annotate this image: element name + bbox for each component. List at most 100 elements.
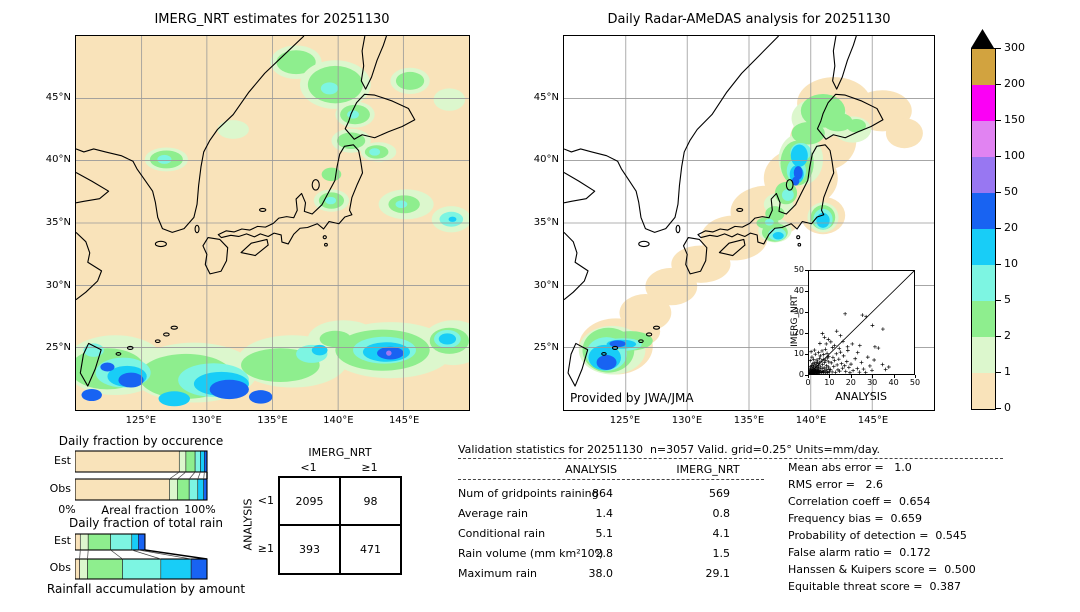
colorbar-tick-label: 300 xyxy=(1004,41,1025,54)
colorbar-tick xyxy=(996,371,1001,373)
scatter-x-tick-label: 0 xyxy=(805,378,811,387)
lon-tick-label: 125°E xyxy=(125,415,157,426)
colorbar-tick xyxy=(996,227,1001,229)
imerg-precip-blobs xyxy=(76,45,469,407)
contingency-row-label-0: <1 xyxy=(257,494,274,507)
scatter-x-tick xyxy=(808,375,809,378)
validation-analysis-value: 2.8 xyxy=(595,547,614,560)
colorbar-tick xyxy=(996,191,1001,193)
colorbar-tick-label: 10 xyxy=(1004,257,1018,270)
validation-row-label: Average rain xyxy=(458,507,528,520)
colorbar-segment xyxy=(972,157,995,193)
bar-connector xyxy=(87,549,89,560)
score-item: Probability of detection = 0.545 xyxy=(788,529,967,542)
coastline xyxy=(76,36,415,386)
bar-connector xyxy=(169,471,180,480)
validation-row: Num of gridpoints raining 864 569 xyxy=(458,487,758,507)
bar-connector xyxy=(197,471,201,480)
contingency-cell-01: 98 xyxy=(340,477,401,525)
bar-segment xyxy=(190,558,208,580)
validation-col-imerg: IMERG_NRT xyxy=(676,463,740,476)
lon-tick-label: 140°E xyxy=(795,415,827,426)
bar-connector xyxy=(188,471,196,480)
contingency-col-title: IMERG_NRT xyxy=(308,446,372,459)
colorbar-segment xyxy=(972,193,995,229)
validation-analysis-value: 38.0 xyxy=(588,567,614,580)
colorbar: 0 1 2 5 10 20 50 100 150 200 300 xyxy=(971,29,1071,421)
lon-tick-label: 135°E xyxy=(733,415,765,426)
score-item: RMS error = 2.6 xyxy=(788,478,883,491)
bar-segment xyxy=(122,558,162,580)
imerg-map-panel xyxy=(75,35,470,411)
lat-tick-label: 30°N xyxy=(45,279,71,291)
divider-line xyxy=(458,458,1003,459)
colorbar-bar xyxy=(971,48,996,410)
lat-tick-label: 25°N xyxy=(45,342,71,354)
score-list: Mean abs error = 1.0 RMS error = 2.6 Corre… xyxy=(788,461,1078,597)
validation-analysis-value: 864 xyxy=(592,487,613,500)
validation-row-label: Num of gridpoints raining xyxy=(458,487,599,500)
colorbar-tick xyxy=(996,83,1001,85)
bar-outline xyxy=(75,533,146,551)
bar-segment xyxy=(169,478,178,501)
radar-map-svg xyxy=(564,36,934,410)
validation-imerg-value: 1.5 xyxy=(712,547,731,560)
imerg-map-svg xyxy=(76,36,469,410)
validation-imerg-value: 29.1 xyxy=(705,567,731,580)
validation-imerg-value: 4.1 xyxy=(712,527,731,540)
bar-segment xyxy=(75,478,170,501)
colorbar-segment xyxy=(972,121,995,157)
lon-tick-label: 145°E xyxy=(388,415,420,426)
bar-segment xyxy=(75,450,180,473)
bar-connector xyxy=(110,549,123,560)
colorbar-segment xyxy=(972,337,995,373)
one-to-one-line xyxy=(809,271,914,374)
bar-segment xyxy=(188,478,199,501)
scatter-inset: 0 0 10 10 20 20 30 30 40 40 50 50 ANALYSIS IMERG_NR… xyxy=(770,262,935,407)
lon-tick-label: 125°E xyxy=(609,415,641,426)
bar-connector xyxy=(138,549,192,560)
lon-tick-label: 140°E xyxy=(323,415,354,426)
bar-segment xyxy=(110,533,133,551)
validation-title: Validation statistics for 20251130 n=305… xyxy=(458,443,881,456)
score-item: Hanssen & Kuipers score = 0.500 xyxy=(788,563,976,576)
colorbar-overflow-triangle xyxy=(971,29,994,48)
bar-outline xyxy=(75,478,208,501)
lon-tick-label: 130°E xyxy=(191,415,222,426)
colorbar-tick-label: 100 xyxy=(1004,149,1025,162)
right-map-title: Daily Radar-AMeDAS analysis for 20251130 xyxy=(607,12,891,27)
bar-segment xyxy=(131,533,139,551)
occurrence-row-label-obs: Obs xyxy=(49,482,71,495)
scatter-y-tick xyxy=(805,375,808,376)
left-map-title: IMERG_NRT estimates for 20251130 xyxy=(154,12,390,27)
score-item: Mean abs error = 1.0 xyxy=(788,461,912,474)
bar-connector xyxy=(144,549,208,560)
total-rain-caption: Rainfall accumulation by amount xyxy=(46,582,246,596)
contingency-table: 2095 98 393 471 xyxy=(278,476,402,575)
score-item: Frequency bias = 0.659 xyxy=(788,512,923,525)
occurrence-x-label: Areal fraction xyxy=(101,503,179,517)
lat-tick-label: 40°N xyxy=(533,154,559,166)
colorbar-tick-label: 200 xyxy=(1004,77,1025,90)
scatter-points xyxy=(809,311,891,374)
validation-imerg-value: 0.8 xyxy=(712,507,731,520)
total-rain-title: Daily fraction of total rain xyxy=(69,516,223,530)
validation-table: Num of gridpoints raining 864 569 Average r… xyxy=(458,487,758,587)
scatter-xlabel: ANALYSIS xyxy=(835,390,887,403)
colorbar-tick xyxy=(996,155,1001,157)
occurrence-x-min: 0% xyxy=(58,503,76,516)
colorbar-tick xyxy=(996,119,1001,121)
bar-segment xyxy=(200,450,205,473)
bar-segment xyxy=(138,533,146,551)
scatter-ylabel: IMERG_NRT xyxy=(790,295,800,347)
score-item: Equitable threat score = 0.387 xyxy=(788,580,961,593)
scatter-x-tick-label: 20 xyxy=(845,378,856,387)
lat-tick-label: 45°N xyxy=(533,91,559,103)
colorbar-tick xyxy=(996,407,1001,409)
contingency-cell-10: 393 xyxy=(279,525,340,574)
colorbar-segment xyxy=(972,373,995,409)
contingency-cell-00: 2095 xyxy=(279,477,340,525)
bar-connector xyxy=(131,549,161,560)
colorbar-tick-label: 50 xyxy=(1004,185,1018,198)
